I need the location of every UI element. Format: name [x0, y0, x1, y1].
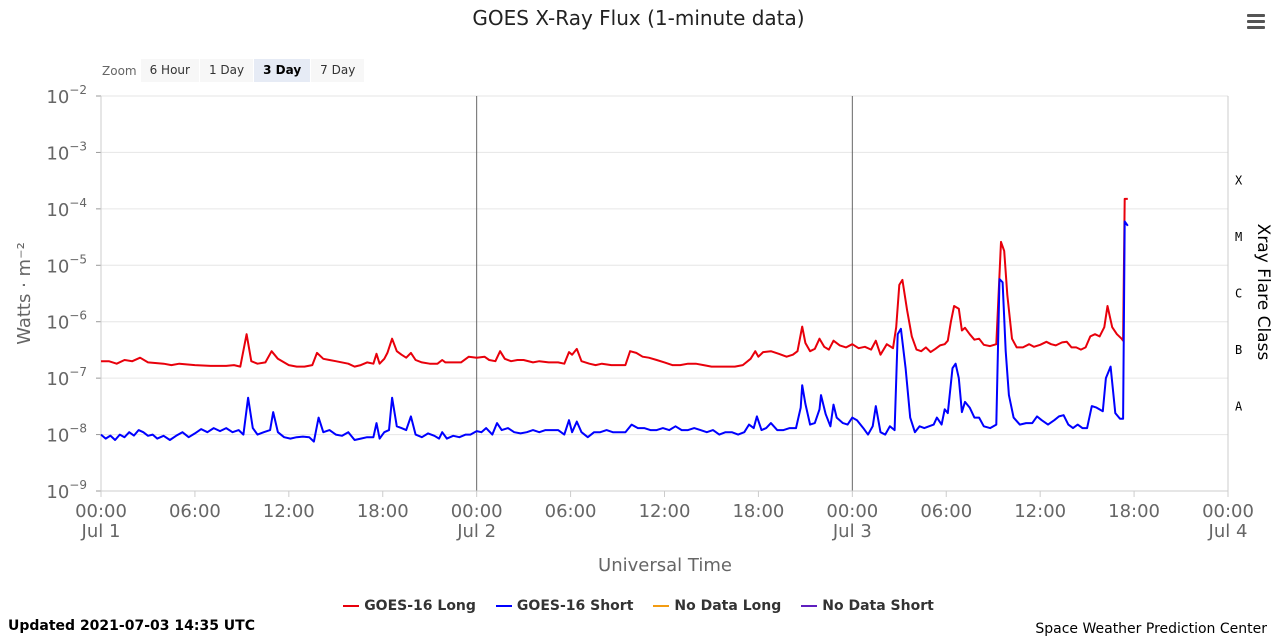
- x-tick-time-label: 00:00: [826, 501, 878, 522]
- y-tick-label: 10−4: [46, 196, 87, 221]
- zoom-3-day-button[interactable]: 3 Day: [254, 59, 311, 82]
- legend-item-goes16-short[interactable]: GOES-16 Short: [495, 598, 634, 614]
- updated-timestamp: Updated 2021-07-03 14:35 UTC: [8, 618, 255, 634]
- legend-swatch: [343, 605, 360, 607]
- x-tick-time-label: 12:00: [639, 501, 691, 522]
- x-tick-date-label: Jul 2: [456, 521, 496, 542]
- xray-flux-chart: 10−910−810−710−610−510−410−310−200:00Jul…: [14, 83, 1273, 576]
- x-tick-time-label: 06:00: [920, 501, 972, 522]
- legend-label: GOES-16 Short: [516, 598, 634, 614]
- zoom-6-hour-button[interactable]: 6 Hour: [140, 59, 199, 82]
- x-tick-time-label: 06:00: [545, 501, 597, 522]
- hamburger-menu-icon[interactable]: [1245, 12, 1267, 32]
- x-tick-time-label: 00:00: [75, 501, 127, 522]
- series-line-1: [100, 220, 1129, 443]
- x-tick-date-label: Jul 4: [1208, 521, 1248, 542]
- y-tick-label: 10−9: [46, 478, 87, 503]
- flare-class-label: A: [1235, 399, 1243, 413]
- y-tick-label: 10−6: [46, 309, 87, 334]
- legend-label: No Data Long: [674, 598, 782, 614]
- x-tick-time-label: 18:00: [732, 501, 784, 522]
- x-tick-time-label: 06:00: [169, 501, 221, 522]
- y-tick-label: 10−5: [46, 252, 87, 277]
- series-line-0: [101, 197, 1128, 368]
- x-tick-time-label: 18:00: [1108, 501, 1160, 522]
- y-tick-label: 10−7: [46, 365, 87, 390]
- y-tick-label: 10−3: [46, 139, 87, 164]
- chart-legend: GOES-16 Long GOES-16 Short No Data Long …: [0, 598, 1277, 614]
- flare-class-label: C: [1235, 287, 1242, 301]
- flare-class-label: X: [1235, 174, 1243, 188]
- zoom-toolbar: Zoom 6 Hour 1 Day 3 Day 7 Day: [97, 59, 365, 82]
- legend-swatch: [495, 605, 512, 607]
- legend-item-no-data-short[interactable]: No Data Short: [801, 598, 934, 614]
- flare-class-label: B: [1235, 343, 1242, 357]
- x-tick-date-label: Jul 3: [832, 521, 872, 542]
- axis-labels: 10−910−810−710−610−510−410−310−200:00Jul…: [14, 83, 1273, 576]
- legend-label: No Data Short: [822, 598, 934, 614]
- zoom-label: Zoom: [102, 63, 137, 78]
- legend-item-no-data-long[interactable]: No Data Long: [653, 598, 781, 614]
- x-tick-time-label: 00:00: [451, 501, 503, 522]
- grid-lines: [101, 95, 1228, 492]
- x-axis-title: Universal Time: [598, 555, 732, 576]
- legend-label: GOES-16 Long: [364, 598, 476, 614]
- zoom-7-day-button[interactable]: 7 Day: [311, 59, 365, 82]
- legend-swatch: [653, 605, 670, 607]
- x-tick-date-label: Jul 1: [81, 521, 121, 542]
- x-tick-time-label: 00:00: [1202, 501, 1254, 522]
- credit-text: Space Weather Prediction Center: [1035, 621, 1267, 637]
- data-series: [100, 197, 1129, 443]
- axes: [96, 95, 1229, 497]
- flare-class-label: M: [1235, 230, 1242, 244]
- y-axis-title: Watts · m⁻²: [14, 242, 35, 345]
- x-tick-time-label: 12:00: [1014, 501, 1066, 522]
- y-tick-label: 10−8: [46, 422, 87, 447]
- chart-title: GOES X-Ray Flux (1-minute data): [472, 6, 805, 30]
- x-tick-time-label: 12:00: [263, 501, 315, 522]
- zoom-1-day-button[interactable]: 1 Day: [199, 59, 254, 82]
- legend-swatch: [801, 605, 818, 607]
- x-tick-time-label: 18:00: [357, 501, 409, 522]
- legend-item-goes16-long[interactable]: GOES-16 Long: [343, 598, 476, 614]
- y-tick-label: 10−2: [46, 83, 87, 108]
- flare-class-axis-title: Xray Flare Class: [1253, 224, 1273, 361]
